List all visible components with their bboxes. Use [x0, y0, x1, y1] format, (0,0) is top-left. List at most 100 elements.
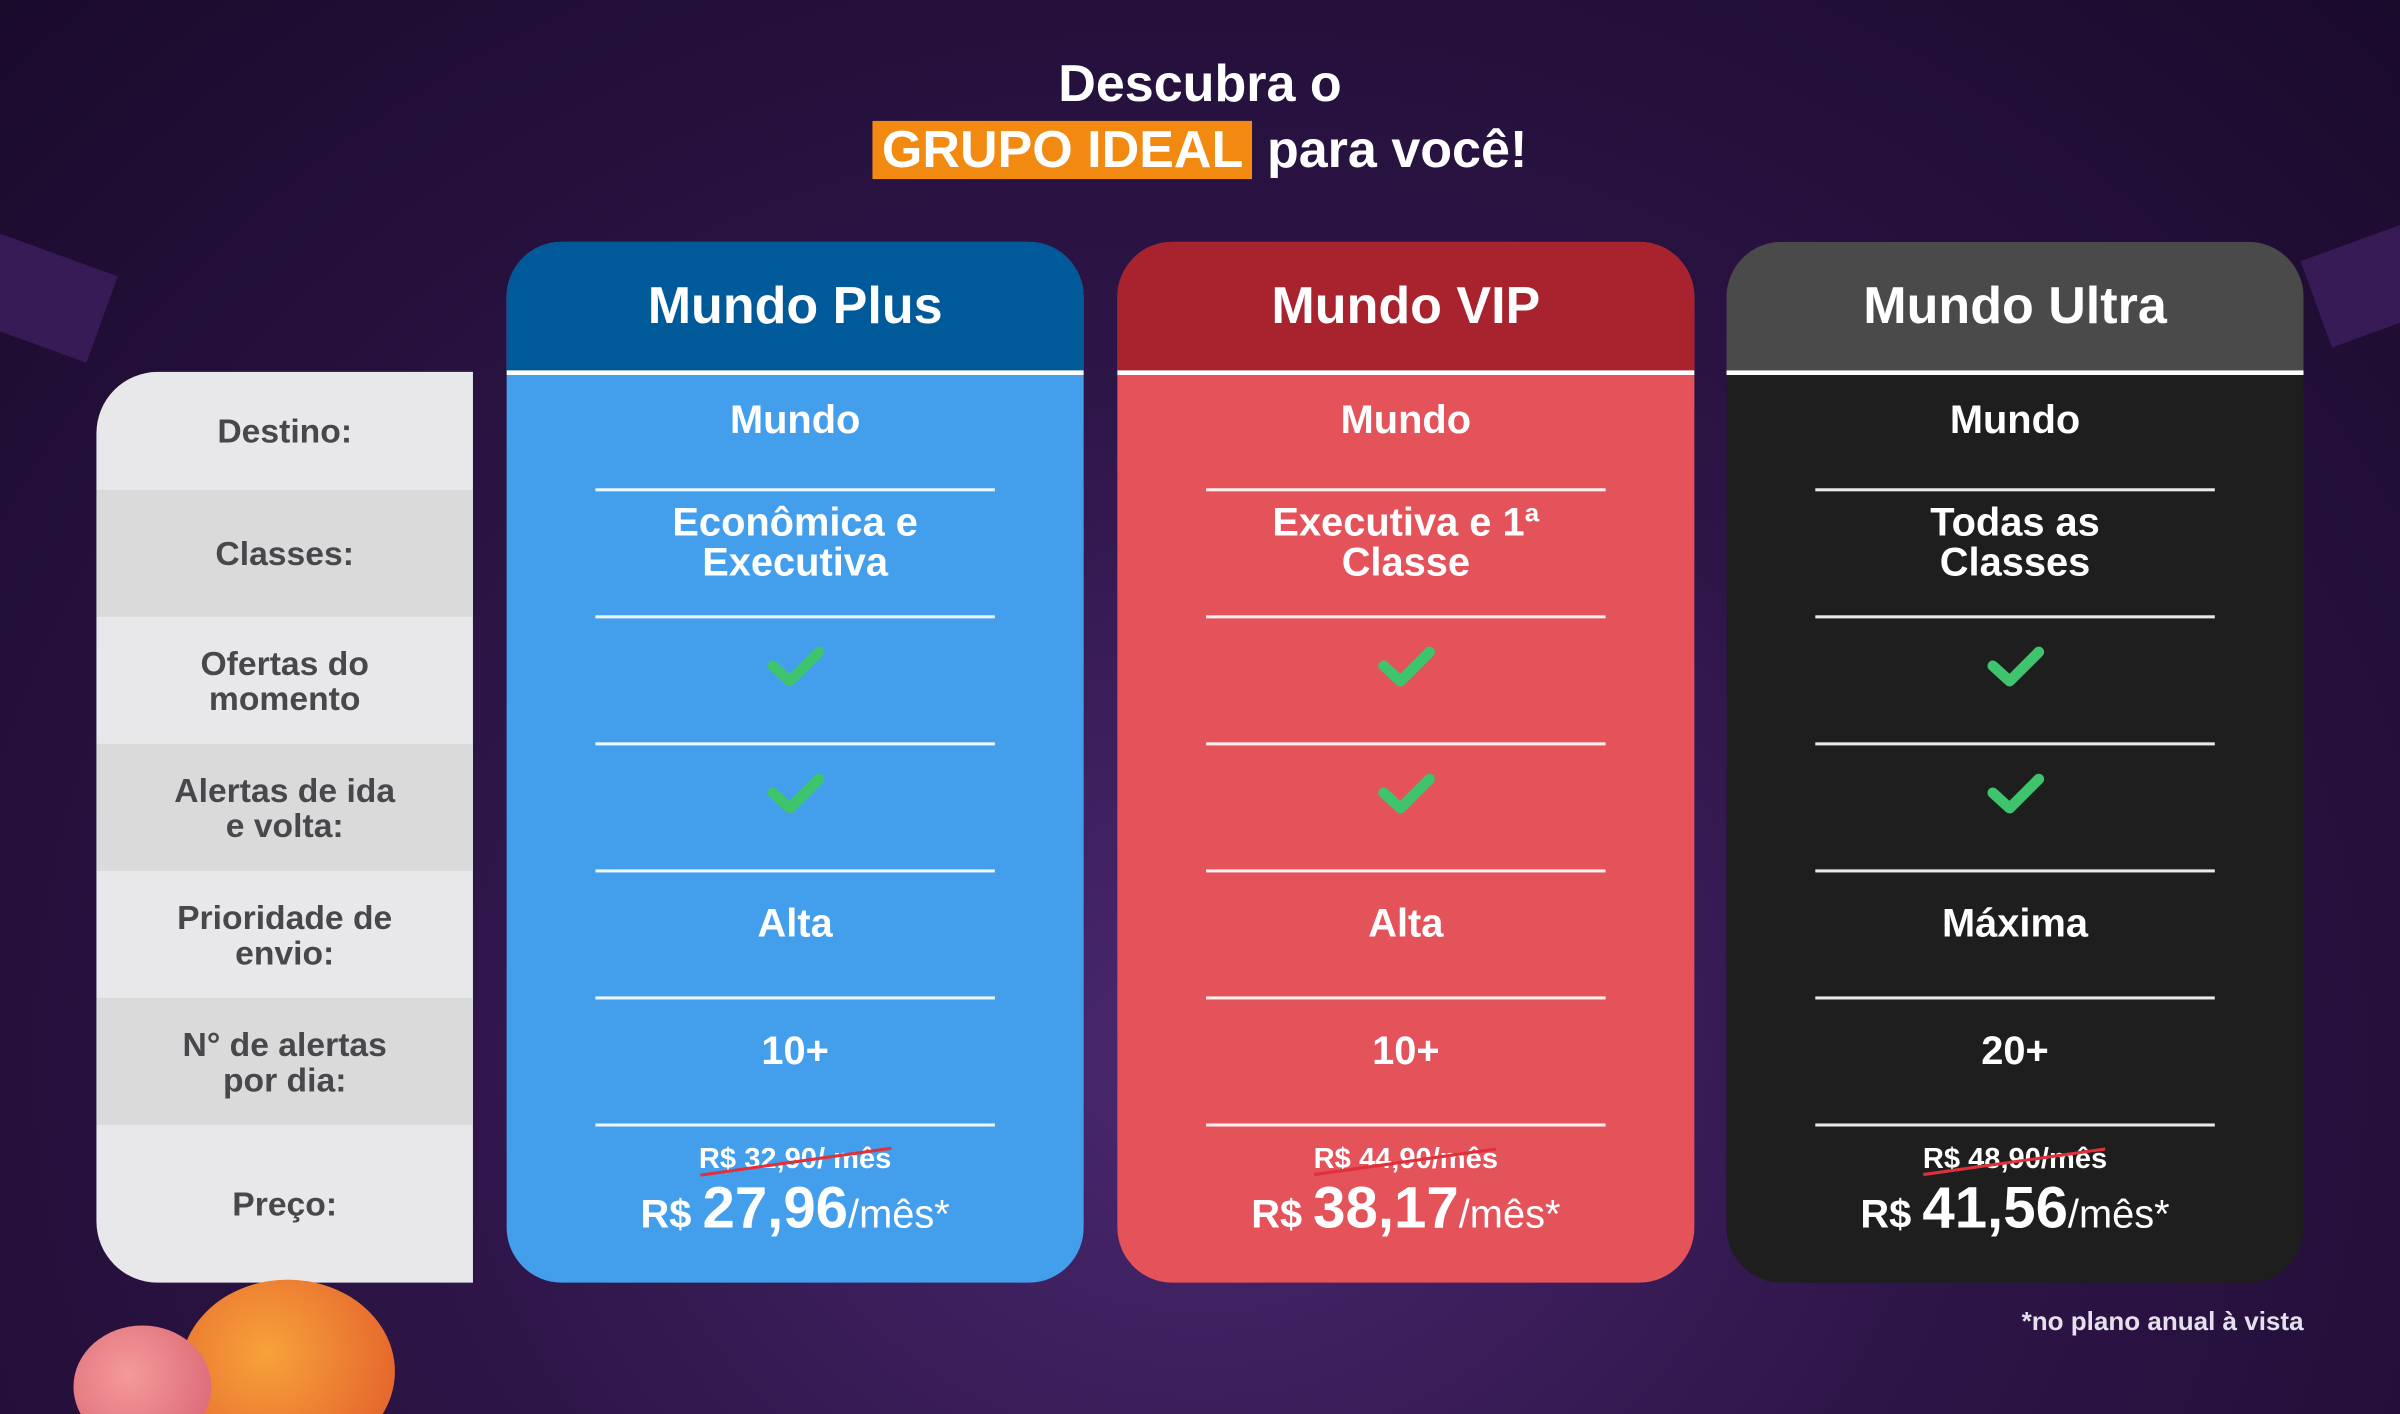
check-icon: [765, 642, 826, 694]
old-price: R$ 48,90/mês: [1923, 1140, 2107, 1180]
row-label: Preço:: [96, 1125, 473, 1283]
check-icon: [1375, 769, 1436, 821]
price-value: 27,96: [702, 1177, 849, 1242]
price-currency: R$: [1860, 1190, 1923, 1237]
pumpkin-illustration: [180, 1279, 395, 1414]
row-labels-column: Destino: Classes: Ofertas do momento Alerta…: [96, 371, 473, 1283]
feature-value: 10+: [1372, 1026, 1440, 1073]
footnote: *no plano anual à vista: [2021, 1307, 2304, 1337]
price-currency: R$: [640, 1190, 703, 1237]
price-currency: R$: [1251, 1190, 1314, 1237]
headline-rest: para você!: [1252, 120, 1528, 180]
feature-alertas_dia: 10+: [1117, 986, 1694, 1113]
row-divider: [1206, 996, 1606, 1000]
feature-value: Mundo: [729, 395, 861, 442]
feature-value: Mundo: [1340, 395, 1472, 442]
feature-value: 10+: [761, 1026, 829, 1073]
row-divider: [595, 996, 995, 1000]
row-label: Destino:: [96, 372, 473, 490]
feature-alertas_dia: 20+: [1727, 986, 2304, 1113]
old-price: R$ 32,90/ mês: [699, 1140, 891, 1180]
row-divider: [1206, 869, 1606, 873]
row-label-text: Alertas de ida e volta:: [174, 770, 396, 845]
row-divider: [1815, 869, 2215, 873]
plan-card: Mundo Ultra Mundo Todas as Classes Máxima 20…: [1726, 241, 2304, 1283]
current-price: R$ 38,17/mês*: [1251, 1180, 1560, 1238]
feature-value: Executiva e 1ª Classe: [1272, 498, 1540, 584]
background-decoration: [0, 218, 118, 363]
row-divider: [1206, 1123, 1606, 1127]
check-icon: [1984, 769, 2045, 821]
current-price: R$ 41,56/mês*: [1860, 1180, 2169, 1238]
headline-line1: Descubra o: [1058, 55, 1342, 114]
row-divider: [595, 615, 995, 619]
row-label: N° de alertas por dia:: [96, 997, 473, 1125]
row-divider: [595, 742, 995, 746]
plan-name: Mundo Ultra: [1726, 241, 2304, 371]
row-divider: [1815, 996, 2215, 1000]
row-divider: [1815, 615, 2215, 619]
price-cell: R$ 48,90/mês R$ 41,56/mês*: [1727, 1125, 2304, 1283]
feature-alertas: [1727, 732, 2304, 859]
row-divider: [1815, 488, 2215, 492]
feature-value: Econômica e Executiva: [672, 498, 918, 584]
header-divider: [506, 370, 1084, 375]
row-divider: [595, 488, 995, 492]
old-price: R$ 44,90/mês: [1314, 1140, 1498, 1180]
price-suffix: /mês*: [848, 1190, 950, 1237]
feature-classes: Todas as Classes: [1727, 478, 2304, 605]
row-label: Classes:: [96, 489, 473, 617]
row-divider: [595, 1123, 995, 1127]
row-label-text: Preço:: [232, 1184, 338, 1223]
feature-ofertas: [1117, 605, 1694, 732]
plan-name: Mundo Plus: [506, 241, 1084, 371]
current-price: R$ 27,96/mês*: [641, 1180, 950, 1238]
check-icon: [765, 769, 826, 821]
feature-prioridade: Alta: [1117, 859, 1694, 986]
feature-alertas: [1117, 732, 1694, 859]
check-icon: [1984, 642, 2045, 694]
row-divider: [1815, 742, 2215, 746]
row-label-text: Destino:: [217, 411, 353, 450]
price-suffix: /mês*: [1458, 1190, 1561, 1237]
headline-line2: GRUPO IDEAL para você!: [0, 120, 2400, 181]
row-divider: [595, 869, 995, 873]
header-divider: [1117, 370, 1695, 375]
price-cell: R$ 32,90/ mês R$ 27,96/mês*: [507, 1125, 1084, 1283]
feature-ofertas: [507, 605, 1084, 732]
plan-card: Mundo Plus Mundo Econômica e Executiva Alta…: [506, 241, 1084, 1283]
header-divider: [1726, 370, 2304, 375]
row-label-text: Ofertas do momento: [200, 643, 369, 718]
row-label: Alertas de ida e volta:: [96, 743, 473, 871]
feature-value: Todas as Classes: [1930, 498, 2100, 584]
row-divider: [1206, 488, 1606, 492]
price-suffix: /mês*: [2067, 1190, 2170, 1237]
feature-prioridade: Máxima: [1727, 859, 2304, 986]
feature-alertas_dia: 10+: [507, 986, 1084, 1113]
headline-highlight: GRUPO IDEAL: [872, 120, 1253, 180]
row-label-text: N° de alertas por dia:: [182, 1024, 387, 1099]
row-label-text: Prioridade de envio:: [177, 897, 393, 972]
feature-classes: Executiva e 1ª Classe: [1117, 478, 1694, 605]
row-divider: [1815, 1123, 2215, 1127]
check-icon: [1375, 642, 1436, 694]
price-value: 38,17: [1313, 1177, 1459, 1242]
row-label: Prioridade de envio:: [96, 871, 473, 998]
row-divider: [1206, 615, 1606, 619]
background-decoration: [2300, 203, 2400, 348]
row-label-text: Classes:: [215, 534, 354, 573]
feature-alertas: [507, 732, 1084, 859]
plan-name: Mundo VIP: [1117, 241, 1695, 371]
pumpkin-illustration: [73, 1325, 212, 1414]
feature-destino: Mundo: [1117, 360, 1694, 478]
row-label: Ofertas do momento: [96, 617, 473, 744]
feature-destino: Mundo: [1727, 360, 2304, 478]
feature-value: Mundo: [1949, 395, 2081, 442]
price-value: 41,56: [1922, 1177, 2068, 1242]
feature-destino: Mundo: [507, 360, 1084, 478]
feature-value: Máxima: [1942, 899, 2089, 946]
row-divider: [1206, 742, 1606, 746]
feature-value: Alta: [1368, 899, 1444, 946]
price-cell: R$ 44,90/mês R$ 38,17/mês*: [1117, 1125, 1694, 1283]
